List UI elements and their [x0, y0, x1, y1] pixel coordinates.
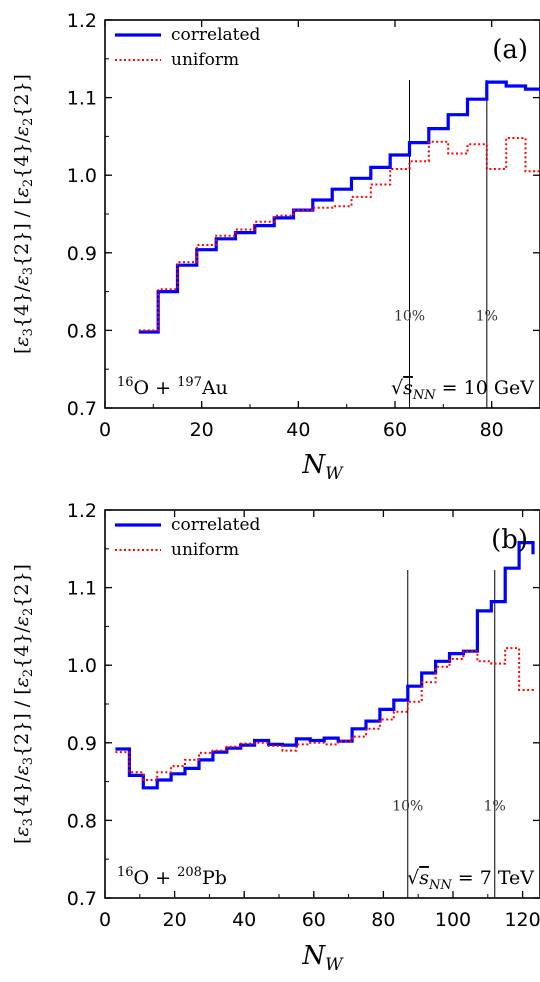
x-tick-label: 100 — [435, 909, 471, 931]
chart-panel-a: 0 20 40 60 80 0.7 0.8 0.9 1.0 1.1 1.2 10% 1% correlat… — [11, 10, 540, 484]
plot-frame — [104, 509, 540, 899]
x-tick-label: 80 — [371, 909, 395, 931]
chart-panel-b: 0 20 40 60 80 100 120 0.7 0.8 0.9 1.0 1.1 1.2 10% 1% co… — [11, 500, 540, 975]
y-tick-label: 1.1 — [67, 88, 97, 110]
centrality-label: 1% — [484, 798, 506, 814]
energy-label: √sNN = 10 GeV — [391, 377, 534, 403]
legend-label-correlated: correlated — [171, 515, 261, 535]
y-tick-label: 1.2 — [67, 10, 97, 32]
y-tick-label: 0.8 — [67, 320, 97, 342]
legend-label-uniform: uniform — [171, 540, 239, 560]
system-label: 16O + 208Pb — [117, 865, 227, 889]
y-tick-label: 0.9 — [67, 733, 97, 755]
energy-label: √sNN = 7 TeV — [407, 867, 534, 893]
x-tick-label: 40 — [286, 419, 310, 441]
x-tick-label: 60 — [383, 419, 407, 441]
series-correlated — [138, 80, 540, 334]
y-tick-label: 0.9 — [67, 243, 97, 265]
y-tick-label: 1.1 — [67, 578, 97, 600]
legend-label-uniform: uniform — [171, 50, 239, 70]
y-axis-label: [ε3​{4}/ε3​{2}] / [ε2​{4}/ε2​{2}] — [11, 564, 36, 844]
panel-label: (a) — [492, 35, 528, 65]
legend-label-correlated: correlated — [171, 25, 261, 45]
series-correlated — [115, 541, 535, 790]
series-uniform — [138, 137, 540, 332]
x-tick-label: 20 — [163, 909, 187, 931]
x-tick-label: 40 — [232, 909, 256, 931]
x-axis-label: NW — [301, 941, 344, 975]
centrality-label: 10% — [392, 798, 423, 814]
x-axis-label: NW — [301, 450, 344, 484]
x-tick-label: 80 — [480, 419, 504, 441]
x-tick-label: 0 — [99, 419, 111, 441]
y-tick-label: 1.2 — [67, 500, 97, 522]
plot-frame — [104, 19, 540, 409]
y-tick-label: 1.0 — [67, 165, 97, 187]
panel-label: (b) — [491, 525, 528, 555]
y-tick-label: 1.0 — [67, 655, 97, 677]
y-tick-label: 0.7 — [67, 398, 97, 420]
x-tick-label: 60 — [302, 909, 326, 931]
system-label: 16O + 197Au — [117, 375, 228, 399]
centrality-label: 10% — [394, 308, 425, 324]
x-tick-label: 0 — [99, 909, 111, 931]
y-axis-label: [ε3​{4}/ε3​{2}] / [ε2​{4}/ε2​{2}] — [11, 74, 36, 354]
x-tick-label: 20 — [190, 419, 214, 441]
centrality-label: 1% — [476, 308, 498, 324]
y-tick-label: 0.8 — [67, 810, 97, 832]
x-tick-label: 120 — [504, 909, 540, 931]
series-uniform — [115, 647, 534, 781]
y-tick-label: 0.7 — [67, 888, 97, 910]
